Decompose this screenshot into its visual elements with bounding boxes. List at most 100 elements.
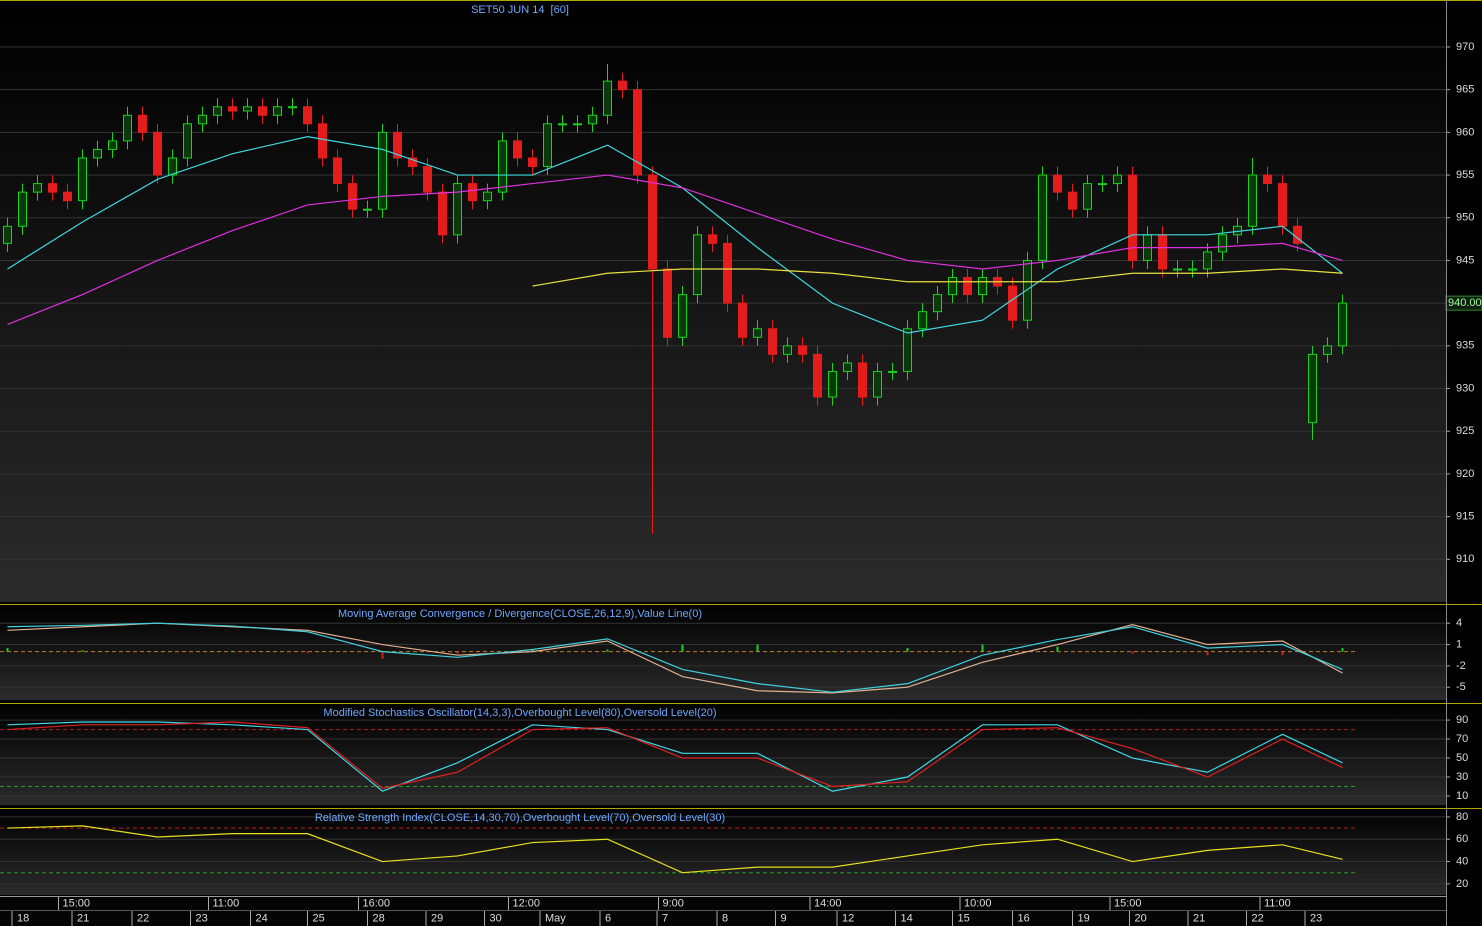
candle-body (1068, 191, 1077, 210)
y-tick-label: 20 (1456, 878, 1468, 890)
histogram-bar (1206, 651, 1209, 656)
candle-body (153, 131, 162, 176)
y-tick-label: 935 (1456, 340, 1474, 352)
y-tick-label: 920 (1456, 468, 1474, 480)
histogram-bar (381, 651, 384, 659)
candle-body (438, 191, 447, 236)
histogram-bar (1341, 648, 1344, 652)
candle-body (3, 225, 12, 244)
y-tick-label: -5 (1456, 681, 1466, 693)
y-tick-label: 945 (1456, 254, 1474, 266)
candle-body (1173, 268, 1182, 271)
candle-body (528, 157, 537, 168)
y-tick-label: 965 (1456, 84, 1474, 96)
candle-body (963, 277, 972, 296)
last-price-label: 940.00 (1448, 297, 1482, 309)
candle-body (1023, 259, 1032, 321)
y-tick-label: 4 (1456, 617, 1462, 629)
day-tick-label: 6 (605, 912, 611, 924)
x-tick-label: 10:00 (964, 897, 992, 909)
candle-body (948, 277, 957, 296)
candle-body (453, 183, 462, 236)
panel-title: SET50 JUN 14 [60] (471, 4, 569, 16)
candle-body (798, 345, 807, 355)
indicator-line (7, 622, 1343, 694)
candle-body (498, 140, 507, 193)
panel-background (0, 703, 1446, 805)
indicator-line (532, 268, 1343, 287)
histogram-bar (606, 649, 609, 652)
indicator-line (7, 622, 1343, 693)
candle-body (543, 123, 552, 168)
candle-body (933, 294, 942, 313)
day-tick-label: 20 (1135, 912, 1147, 924)
candle-body (1113, 174, 1122, 185)
candle-body (378, 131, 387, 210)
candle-body (168, 157, 177, 176)
candle-body (978, 277, 987, 296)
candle-body (273, 106, 282, 116)
histogram-bar (831, 650, 834, 652)
candle-body (288, 106, 297, 109)
candle-body (468, 183, 477, 202)
candle-body (408, 157, 417, 168)
x-tick-label: 11:00 (1264, 897, 1291, 909)
candle-body (123, 114, 132, 142)
candle-body (198, 114, 207, 125)
x-tick-label: 15:00 (1114, 897, 1142, 909)
candle-body (513, 140, 522, 159)
candle-body (768, 328, 777, 355)
y-tick-label: 950 (1456, 212, 1474, 224)
day-tick-label: 8 (722, 912, 728, 924)
day-tick-label: 23 (1310, 912, 1322, 924)
x-tick-label: 9:00 (663, 897, 684, 909)
x-tick-label: 12:00 (513, 897, 541, 909)
histogram-bar (456, 651, 459, 654)
x-tick-label: 16:00 (363, 897, 391, 909)
y-tick-label: 955 (1456, 169, 1474, 181)
candle-body (1218, 234, 1227, 253)
x-tick-label: 11:00 (213, 897, 240, 909)
candle-body (1008, 285, 1017, 321)
candle-body (753, 328, 762, 338)
histogram-bar (231, 650, 234, 652)
indicator-line (7, 721, 1343, 790)
candle-body (423, 166, 432, 193)
candle-body (363, 208, 372, 211)
y-tick-label: -2 (1456, 660, 1466, 672)
y-tick-label: 70 (1456, 733, 1468, 745)
candle-body (738, 302, 747, 338)
y-tick-label: 30 (1456, 771, 1468, 783)
candle-body (723, 242, 732, 304)
y-tick-label: 60 (1456, 833, 1468, 845)
panel-title: Moving Average Convergence / Divergence(… (338, 608, 702, 620)
panel-title: Modified Stochastics Oscillator(14,3,3),… (323, 707, 716, 719)
candle-body (678, 294, 687, 338)
histogram-bar (1056, 646, 1059, 652)
candle-body (663, 268, 672, 338)
candle-body (1203, 251, 1212, 270)
candle-body (693, 234, 702, 296)
histogram-bar (6, 648, 9, 652)
candle-body (228, 106, 237, 112)
candle-body (1083, 183, 1092, 210)
candle-body (558, 123, 567, 126)
histogram-bar (531, 649, 534, 652)
candle-body (1338, 302, 1347, 347)
day-tick-label: 22 (137, 912, 149, 924)
candle-body (78, 157, 87, 202)
y-tick-label: 10 (1456, 790, 1468, 802)
panel-background (0, 808, 1446, 895)
candle-body (843, 362, 852, 372)
histogram-bar (906, 648, 909, 652)
day-tick-label: May (545, 912, 566, 924)
day-tick-label: 16 (1018, 912, 1030, 924)
candle-body (1188, 268, 1197, 271)
candle-body (48, 183, 57, 193)
candle-body (33, 183, 42, 193)
y-tick-label: 970 (1456, 41, 1474, 53)
histogram-bar (306, 651, 309, 654)
day-tick-label: 15 (958, 912, 970, 924)
candle-body (813, 353, 822, 398)
